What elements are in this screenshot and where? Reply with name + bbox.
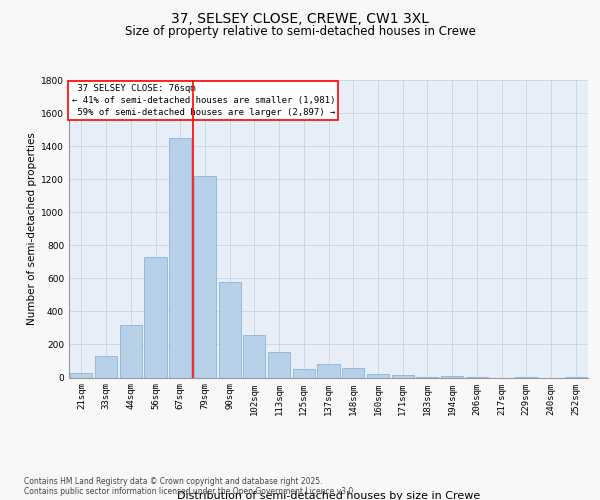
Bar (243, 334, 265, 378)
Bar (515, 376, 538, 378)
Text: Size of property relative to semi-detached houses in Crewe: Size of property relative to semi-detach… (125, 24, 475, 38)
Bar (218, 282, 241, 378)
Bar (367, 374, 389, 378)
Bar (95, 356, 117, 378)
Bar (70, 372, 92, 378)
Bar (392, 375, 414, 378)
Bar (441, 376, 463, 378)
Bar (169, 138, 191, 378)
Bar (145, 257, 167, 378)
Bar (317, 364, 340, 378)
Bar (466, 376, 488, 378)
Bar (194, 176, 216, 378)
Bar (293, 369, 315, 378)
Y-axis label: Number of semi-detached properties: Number of semi-detached properties (27, 132, 37, 325)
Bar (565, 376, 587, 378)
Text: Contains HM Land Registry data © Crown copyright and database right 2025.: Contains HM Land Registry data © Crown c… (24, 476, 323, 486)
X-axis label: Distribution of semi-detached houses by size in Crewe: Distribution of semi-detached houses by … (177, 491, 480, 500)
Text: Contains public sector information licensed under the Open Government Licence v3: Contains public sector information licen… (24, 486, 356, 496)
Bar (119, 324, 142, 378)
Bar (416, 376, 439, 378)
Text: 37, SELSEY CLOSE, CREWE, CW1 3XL: 37, SELSEY CLOSE, CREWE, CW1 3XL (171, 12, 429, 26)
Bar (342, 368, 364, 378)
Bar (268, 352, 290, 378)
Text: 37 SELSEY CLOSE: 76sqm
← 41% of semi-detached houses are smaller (1,981)
 59% of: 37 SELSEY CLOSE: 76sqm ← 41% of semi-det… (71, 84, 335, 117)
